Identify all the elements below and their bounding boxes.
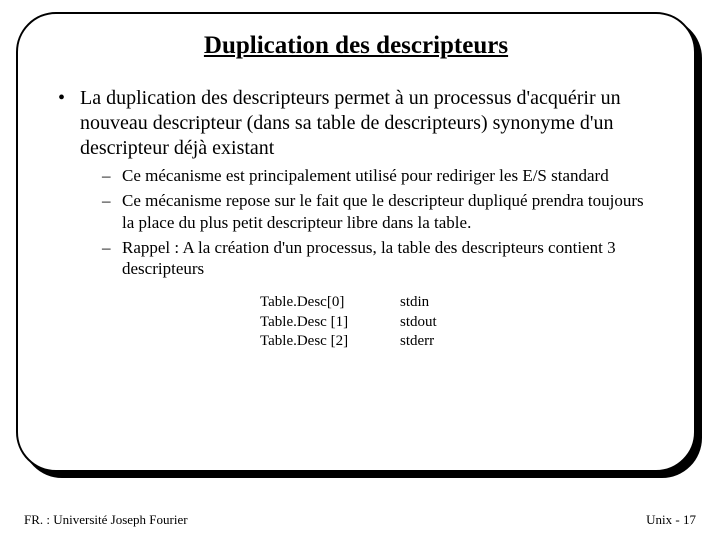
table-row: Table.Desc[0] stdin (260, 293, 660, 313)
level1-text: La duplication des descripteurs permet à… (80, 87, 621, 159)
table-cell: Table.Desc [1] (260, 313, 400, 333)
table-row: Table.Desc [2] stderr (260, 332, 660, 352)
table-cell: stderr (400, 332, 480, 352)
level1-list: La duplication des descripteurs permet à… (58, 86, 660, 352)
level2-item: Ce mécanisme repose sur le fait que le d… (102, 190, 660, 233)
slide-frame: Duplication des descripteurs La duplicat… (16, 12, 696, 472)
descriptor-table: Table.Desc[0] stdin Table.Desc [1] stdou… (260, 293, 660, 352)
level1-item: La duplication des descripteurs permet à… (58, 86, 660, 352)
table-cell: stdout (400, 313, 480, 333)
level2-item: Rappel : A la création d'un processus, l… (102, 237, 660, 280)
footer-left: FR. : Université Joseph Fourier (24, 512, 188, 528)
level2-item: Ce mécanisme est principalement utilisé … (102, 165, 660, 186)
table-cell: stdin (400, 293, 480, 313)
table-cell: Table.Desc [2] (260, 332, 400, 352)
table-cell: Table.Desc[0] (260, 293, 400, 313)
slide-title: Duplication des descripteurs (52, 32, 660, 60)
level2-list: Ce mécanisme est principalement utilisé … (102, 165, 660, 279)
footer-right: Unix - 17 (646, 512, 696, 528)
table-row: Table.Desc [1] stdout (260, 313, 660, 333)
footer: FR. : Université Joseph Fourier Unix - 1… (24, 512, 696, 528)
